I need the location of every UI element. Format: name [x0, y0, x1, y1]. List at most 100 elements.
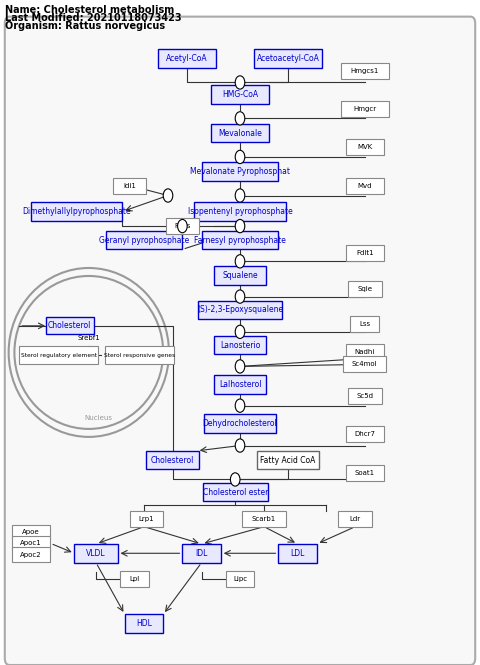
FancyBboxPatch shape — [31, 202, 122, 221]
Text: Apoc2: Apoc2 — [20, 551, 42, 558]
Text: Sc5d: Sc5d — [356, 393, 373, 400]
Text: HMG-CoA: HMG-CoA — [222, 90, 258, 99]
FancyBboxPatch shape — [257, 451, 319, 469]
Text: Lalhosterol: Lalhosterol — [219, 380, 261, 389]
Text: (S)-2,3-Epoxysqualene: (S)-2,3-Epoxysqualene — [197, 305, 283, 315]
Text: Mvd: Mvd — [358, 182, 372, 189]
FancyBboxPatch shape — [214, 266, 266, 285]
Text: Fdlt1: Fdlt1 — [356, 250, 373, 257]
Text: Fatty Acid CoA: Fatty Acid CoA — [260, 456, 316, 465]
FancyBboxPatch shape — [346, 178, 384, 194]
Text: Hmgcs1: Hmgcs1 — [350, 68, 379, 74]
Text: Lanosterio: Lanosterio — [220, 340, 260, 350]
Text: Apoe: Apoe — [23, 529, 40, 535]
FancyBboxPatch shape — [214, 336, 266, 354]
Text: Organism: Rattus norvegicus: Organism: Rattus norvegicus — [5, 21, 165, 31]
Circle shape — [235, 325, 245, 338]
Text: MVK: MVK — [357, 144, 372, 150]
FancyBboxPatch shape — [211, 124, 269, 142]
Text: Cholesterol: Cholesterol — [48, 321, 91, 331]
Text: IDL: IDL — [195, 549, 208, 558]
FancyBboxPatch shape — [166, 218, 199, 234]
Text: Geranyl pyrophosphate: Geranyl pyrophosphate — [99, 235, 189, 245]
FancyBboxPatch shape — [106, 231, 182, 249]
FancyBboxPatch shape — [341, 101, 389, 117]
FancyBboxPatch shape — [343, 356, 386, 372]
FancyBboxPatch shape — [74, 544, 118, 563]
FancyBboxPatch shape — [182, 544, 221, 563]
Circle shape — [235, 150, 245, 164]
FancyBboxPatch shape — [113, 178, 146, 194]
Text: Cholesterol: Cholesterol — [151, 456, 194, 465]
FancyBboxPatch shape — [5, 17, 475, 665]
Circle shape — [178, 219, 187, 233]
FancyBboxPatch shape — [348, 281, 382, 297]
FancyBboxPatch shape — [12, 547, 50, 562]
Text: Srebf1: Srebf1 — [77, 334, 100, 341]
FancyBboxPatch shape — [204, 414, 276, 433]
FancyBboxPatch shape — [19, 346, 98, 364]
Text: Nucleus: Nucleus — [84, 415, 112, 421]
FancyBboxPatch shape — [348, 388, 382, 404]
FancyBboxPatch shape — [194, 202, 286, 221]
FancyBboxPatch shape — [12, 536, 50, 551]
Circle shape — [235, 255, 245, 268]
Text: Soat1: Soat1 — [355, 469, 375, 476]
FancyBboxPatch shape — [346, 139, 384, 155]
Circle shape — [235, 399, 245, 412]
FancyBboxPatch shape — [226, 571, 254, 587]
Text: HDL: HDL — [136, 619, 152, 628]
Text: Sterol responsive genes: Sterol responsive genes — [104, 352, 175, 358]
Circle shape — [235, 219, 245, 233]
Text: Name: Cholesterol metabolism: Name: Cholesterol metabolism — [5, 5, 174, 15]
FancyBboxPatch shape — [46, 317, 94, 334]
FancyBboxPatch shape — [105, 346, 174, 364]
Circle shape — [163, 189, 173, 202]
Text: Nadhi: Nadhi — [355, 349, 375, 356]
Text: Hmgcr: Hmgcr — [353, 106, 376, 112]
Circle shape — [235, 439, 245, 452]
Text: Fdps: Fdps — [174, 223, 191, 229]
Text: Lpl: Lpl — [129, 575, 140, 582]
Text: Apoc1: Apoc1 — [20, 540, 42, 547]
Text: VLDL: VLDL — [86, 549, 106, 558]
Text: Dhcr7: Dhcr7 — [354, 431, 375, 438]
Circle shape — [235, 189, 245, 202]
Text: Scarb1: Scarb1 — [252, 515, 276, 522]
Text: Lss: Lss — [359, 321, 371, 327]
FancyBboxPatch shape — [12, 525, 50, 539]
Text: Mevalonate Pyrophosphat: Mevalonate Pyrophosphat — [190, 167, 290, 176]
FancyBboxPatch shape — [346, 245, 384, 261]
Circle shape — [235, 360, 245, 373]
FancyBboxPatch shape — [202, 231, 278, 249]
FancyBboxPatch shape — [202, 162, 278, 181]
Text: Ldr: Ldr — [349, 515, 361, 522]
FancyBboxPatch shape — [125, 614, 163, 633]
FancyBboxPatch shape — [242, 511, 286, 527]
FancyBboxPatch shape — [158, 49, 216, 68]
Text: Sterol regulatory element: Sterol regulatory element — [21, 352, 96, 358]
Text: Mevalonale: Mevalonale — [218, 128, 262, 138]
FancyBboxPatch shape — [278, 544, 317, 563]
Text: LDL: LDL — [290, 549, 305, 558]
Text: Dimethylallylpyrophosphate: Dimethylallylpyrophosphate — [23, 207, 131, 216]
Circle shape — [235, 290, 245, 303]
FancyBboxPatch shape — [346, 465, 384, 481]
FancyBboxPatch shape — [346, 426, 384, 442]
FancyBboxPatch shape — [211, 85, 269, 104]
FancyBboxPatch shape — [146, 451, 199, 469]
Circle shape — [235, 112, 245, 125]
Text: Sqle: Sqle — [357, 285, 372, 292]
Text: Cholesterol ester: Cholesterol ester — [203, 487, 268, 497]
FancyBboxPatch shape — [338, 511, 372, 527]
FancyBboxPatch shape — [203, 483, 268, 501]
Text: Farnesyl pyrophosphate: Farnesyl pyrophosphate — [194, 235, 286, 245]
Text: Lrp1: Lrp1 — [139, 515, 154, 522]
Text: Acetoacetyl-CoA: Acetoacetyl-CoA — [257, 54, 319, 63]
FancyBboxPatch shape — [130, 511, 163, 527]
FancyBboxPatch shape — [350, 316, 379, 332]
Text: Squalene: Squalene — [222, 271, 258, 280]
FancyBboxPatch shape — [341, 63, 389, 79]
FancyBboxPatch shape — [346, 344, 384, 360]
Text: Isopentenyl pyrophosphate: Isopentenyl pyrophosphate — [188, 207, 292, 216]
